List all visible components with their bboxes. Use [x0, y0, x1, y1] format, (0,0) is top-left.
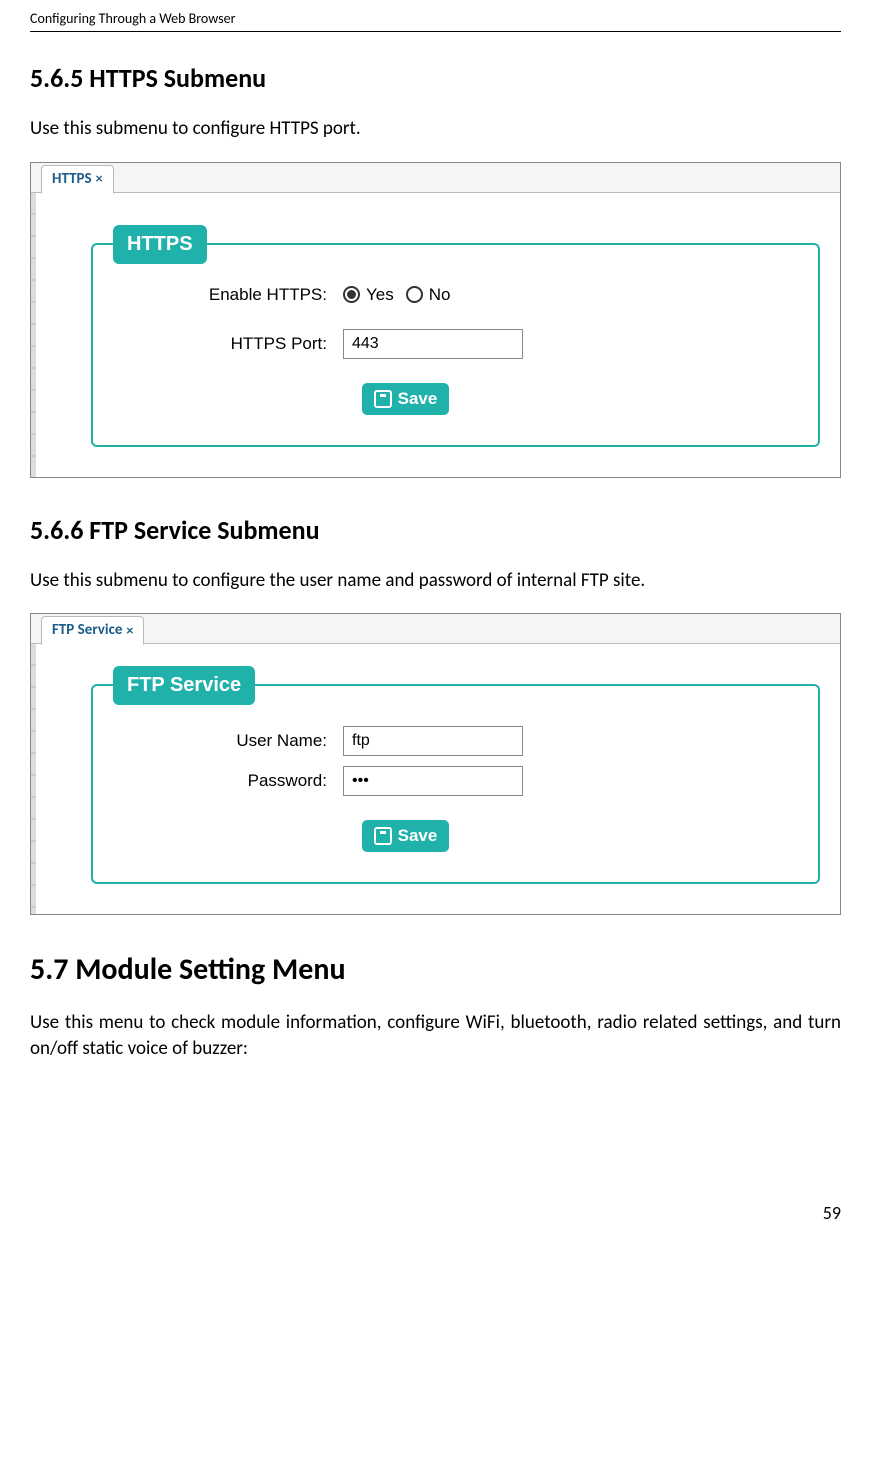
save-button-label: Save	[398, 826, 438, 846]
tab-label: FTP Service	[52, 621, 122, 639]
section-intro-https: Use this submenu to configure HTTPS port…	[30, 116, 841, 142]
header-title: Configuring Through a Web Browser	[30, 10, 235, 27]
save-button[interactable]: Save	[362, 820, 450, 852]
username-label: User Name:	[123, 731, 343, 751]
https-screenshot: HTTPS × HTTPS Enable HTTPS: Yes No HTTPS…	[30, 162, 841, 478]
section-intro-ftp: Use this submenu to configure the user n…	[30, 568, 841, 594]
radio-yes[interactable]	[343, 286, 360, 303]
panel-area: FTP Service User Name: Password: Save	[31, 644, 840, 914]
save-row: Save	[123, 820, 788, 852]
section-heading-ftp: 5.6.6 FTP Service Submenu	[30, 514, 841, 546]
save-icon	[374, 390, 392, 408]
ftp-screenshot: FTP Service × FTP Service User Name: Pas…	[30, 613, 841, 915]
https-port-input[interactable]	[343, 329, 523, 359]
username-row: User Name:	[123, 726, 788, 756]
section-heading-https: 5.6.5 HTTPS Submenu	[30, 62, 841, 94]
close-icon[interactable]: ×	[96, 170, 103, 187]
password-row: Password:	[123, 766, 788, 796]
radio-no-label: No	[429, 285, 451, 305]
ftp-fieldset: FTP Service User Name: Password: Save	[91, 684, 820, 884]
tab-label: HTTPS	[52, 170, 92, 188]
save-button[interactable]: Save	[362, 383, 450, 415]
enable-https-label: Enable HTTPS:	[123, 285, 343, 305]
password-label: Password:	[123, 771, 343, 791]
page-number: 59	[30, 1202, 841, 1224]
panel-area: HTTPS Enable HTTPS: Yes No HTTPS Port: S…	[31, 193, 840, 477]
save-icon	[374, 827, 392, 845]
fieldset-legend: HTTPS	[113, 225, 207, 264]
https-port-row: HTTPS Port:	[123, 329, 788, 359]
https-port-label: HTTPS Port:	[123, 334, 343, 354]
radio-yes-label: Yes	[366, 285, 394, 305]
tab-bar: FTP Service ×	[31, 614, 840, 644]
close-icon[interactable]: ×	[126, 622, 133, 639]
tab-bar: HTTPS ×	[31, 163, 840, 193]
enable-https-row: Enable HTTPS: Yes No	[123, 285, 788, 305]
radio-no[interactable]	[406, 286, 423, 303]
https-fieldset: HTTPS Enable HTTPS: Yes No HTTPS Port: S…	[91, 243, 820, 447]
section-intro-module: Use this menu to check module informatio…	[30, 1010, 841, 1061]
save-row: Save	[123, 383, 788, 415]
username-input[interactable]	[343, 726, 523, 756]
fieldset-legend: FTP Service	[113, 666, 255, 705]
section-heading-module: 5.7 Module Setting Menu	[30, 951, 841, 988]
password-input[interactable]	[343, 766, 523, 796]
page-header: Configuring Through a Web Browser	[30, 10, 841, 32]
enable-https-radios: Yes No	[343, 285, 450, 305]
tab-ftp[interactable]: FTP Service ×	[41, 616, 144, 645]
tab-https[interactable]: HTTPS ×	[41, 165, 114, 194]
save-button-label: Save	[398, 389, 438, 409]
